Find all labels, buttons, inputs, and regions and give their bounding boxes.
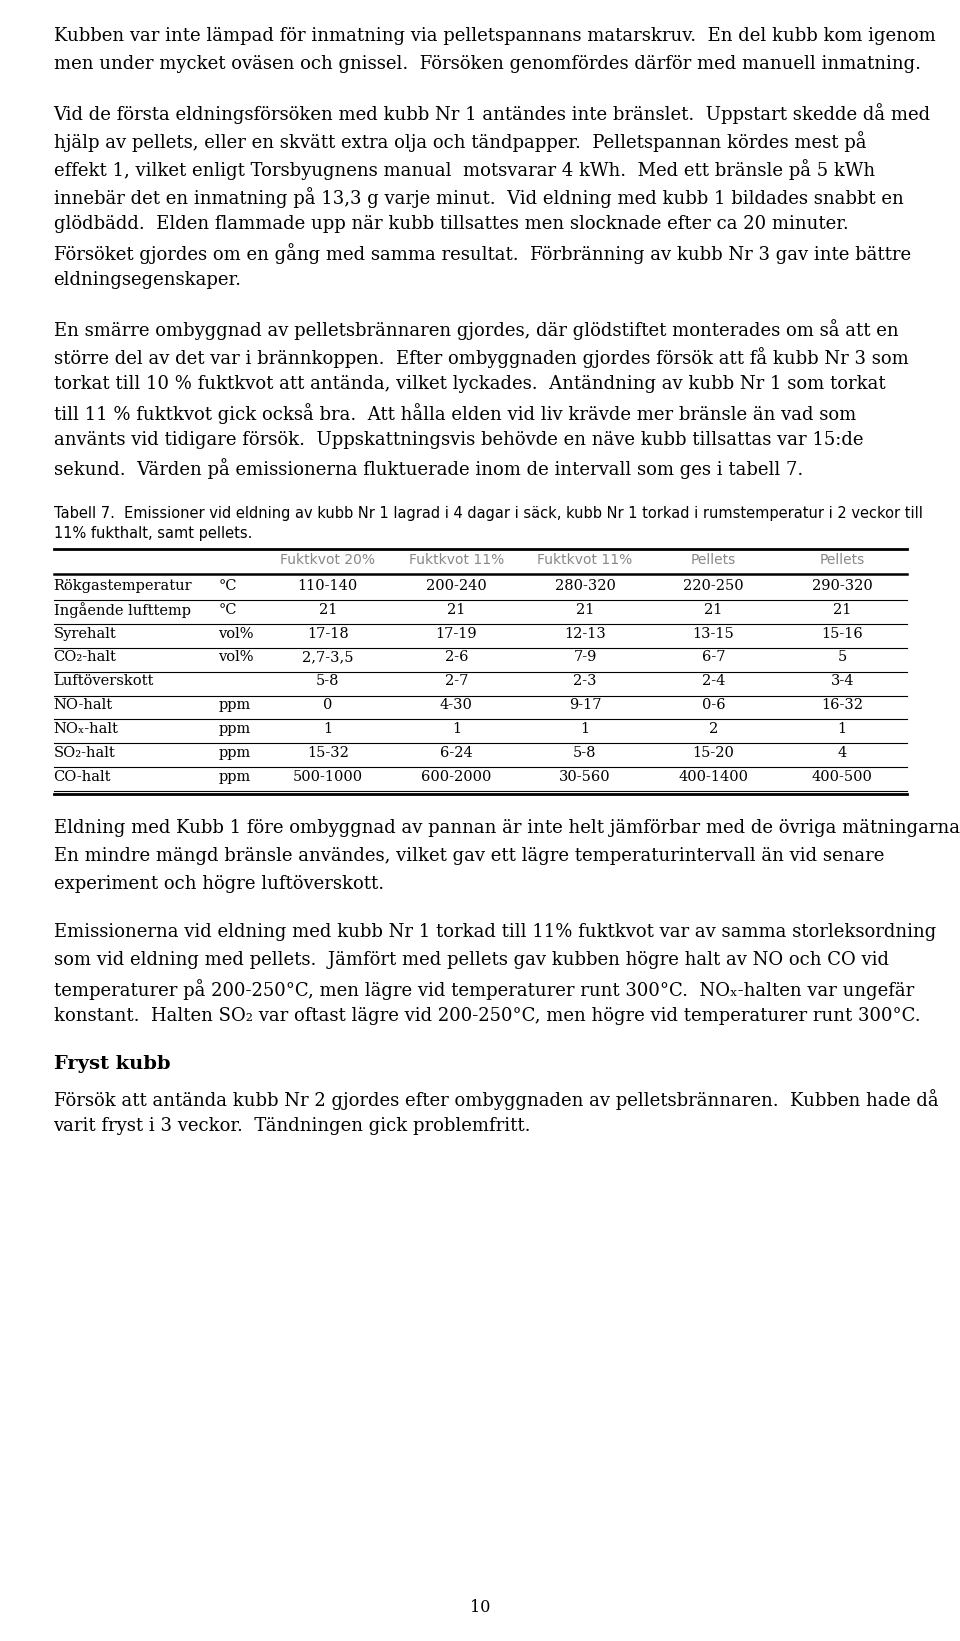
Text: glödbädd.  Elden flammade upp när kubb tillsattes men slocknade efter ca 20 minu: glödbädd. Elden flammade upp när kubb ti…: [54, 215, 849, 233]
Text: 6-7: 6-7: [702, 650, 726, 665]
Text: 400-1400: 400-1400: [679, 770, 749, 784]
Text: °C: °C: [219, 602, 237, 617]
Text: 2-7: 2-7: [444, 674, 468, 688]
Text: °C: °C: [219, 579, 237, 592]
Text: Emissionerna vid eldning med kubb Nr 1 torkad till 11% fuktkvot var av samma sto: Emissionerna vid eldning med kubb Nr 1 t…: [54, 924, 936, 940]
Text: använts vid tidigare försök.  Uppskattningsvis behövde en näve kubb tillsattas v: använts vid tidigare försök. Uppskattnin…: [54, 430, 863, 448]
Text: ppm: ppm: [219, 699, 251, 712]
Text: 21: 21: [447, 602, 466, 617]
Text: 30-560: 30-560: [559, 770, 611, 784]
Text: eldningsegenskaper.: eldningsegenskaper.: [54, 271, 242, 289]
Text: Fuktkvot 11%: Fuktkvot 11%: [409, 553, 504, 566]
Text: men under mycket oväsen och gnissel.  Försöken genomfördes därför med manuell in: men under mycket oväsen och gnissel. För…: [54, 56, 921, 72]
Text: 15-20: 15-20: [693, 747, 734, 760]
Text: 21: 21: [576, 602, 594, 617]
Text: Rökgastemperatur: Rökgastemperatur: [54, 579, 192, 592]
Text: torkat till 10 % fuktkvot att antända, vilket lyckades.  Antändning av kubb Nr 1: torkat till 10 % fuktkvot att antända, v…: [54, 374, 885, 392]
Text: 16-32: 16-32: [821, 699, 863, 712]
Text: Pellets: Pellets: [691, 553, 736, 566]
Text: 15-16: 15-16: [822, 627, 863, 640]
Text: 7-9: 7-9: [573, 650, 597, 665]
Text: Fryst kubb: Fryst kubb: [54, 1055, 170, 1073]
Text: 280-320: 280-320: [555, 579, 615, 592]
Text: som vid eldning med pellets.  Jämfört med pellets gav kubben högre halt av NO oc: som vid eldning med pellets. Jämfört med…: [54, 952, 889, 970]
Text: 5-8: 5-8: [573, 747, 597, 760]
Text: vol%: vol%: [219, 627, 254, 640]
Text: 2-6: 2-6: [444, 650, 468, 665]
Text: 2,7-3,5: 2,7-3,5: [302, 650, 353, 665]
Text: Försök att antända kubb Nr 2 gjordes efter ombyggnaden av pelletsbrännaren.  Kub: Försök att antända kubb Nr 2 gjordes eft…: [54, 1088, 938, 1109]
Text: ppm: ppm: [219, 722, 251, 737]
Text: 5-8: 5-8: [316, 674, 340, 688]
Text: Syrehalt: Syrehalt: [54, 627, 116, 640]
Text: Vid de första eldningsförsöken med kubb Nr 1 antändes inte bränslet.  Uppstart s: Vid de första eldningsförsöken med kubb …: [54, 103, 930, 123]
Text: Tabell 7.  Emissioner vid eldning av kubb Nr 1 lagrad i 4 dagar i säck, kubb Nr : Tabell 7. Emissioner vid eldning av kubb…: [54, 507, 923, 522]
Text: Fuktkvot 11%: Fuktkvot 11%: [538, 553, 633, 566]
Text: 200-240: 200-240: [426, 579, 487, 592]
Text: En mindre mängd bränsle användes, vilket gav ett lägre temperaturintervall än vi: En mindre mängd bränsle användes, vilket…: [54, 847, 884, 865]
Text: 4: 4: [837, 747, 847, 760]
Text: 17-19: 17-19: [436, 627, 477, 640]
Text: CO-halt: CO-halt: [54, 770, 111, 784]
Text: 1: 1: [838, 722, 847, 737]
Text: större del av det var i brännkoppen.  Efter ombyggnaden gjordes försök att få ku: större del av det var i brännkoppen. Eft…: [54, 346, 908, 368]
Text: 17-18: 17-18: [307, 627, 348, 640]
Text: 500-1000: 500-1000: [293, 770, 363, 784]
Text: 21: 21: [319, 602, 337, 617]
Text: Försöket gjordes om en gång med samma resultat.  Förbränning av kubb Nr 3 gav in: Försöket gjordes om en gång med samma re…: [54, 243, 911, 264]
Text: NOₓ-halt: NOₓ-halt: [54, 722, 118, 737]
Text: Ingående lufttemp: Ingående lufttemp: [54, 602, 190, 619]
Text: vol%: vol%: [219, 650, 254, 665]
Text: 2-3: 2-3: [573, 674, 597, 688]
Text: Kubben var inte lämpad för inmatning via pelletspannans matarskruv.  En del kubb: Kubben var inte lämpad för inmatning via…: [54, 26, 935, 44]
Text: 5: 5: [837, 650, 847, 665]
Text: 110-140: 110-140: [298, 579, 358, 592]
Text: 1: 1: [324, 722, 332, 737]
Text: Fuktkvot 20%: Fuktkvot 20%: [280, 553, 375, 566]
Text: 600-2000: 600-2000: [421, 770, 492, 784]
Text: 4-30: 4-30: [440, 699, 473, 712]
Text: konstant.  Halten SO₂ var oftast lägre vid 200-250°C, men högre vid temperaturer: konstant. Halten SO₂ var oftast lägre vi…: [54, 1008, 920, 1026]
Text: temperaturer på 200-250°C, men lägre vid temperaturer runt 300°C.  NOₓ-halten va: temperaturer på 200-250°C, men lägre vid…: [54, 980, 914, 999]
Text: 2: 2: [709, 722, 718, 737]
Text: effekt 1, vilket enligt Torsbyugnens manual  motsvarar 4 kWh.  Med ett bränsle p: effekt 1, vilket enligt Torsbyugnens man…: [54, 159, 875, 181]
Text: innebär det en inmatning på 13,3 g varje minut.  Vid eldning med kubb 1 bildades: innebär det en inmatning på 13,3 g varje…: [54, 187, 903, 208]
Text: 11% fukthalt, samt pellets.: 11% fukthalt, samt pellets.: [54, 527, 252, 542]
Text: 1: 1: [581, 722, 589, 737]
Text: SO₂-halt: SO₂-halt: [54, 747, 115, 760]
Text: 0: 0: [324, 699, 332, 712]
Text: 9-17: 9-17: [568, 699, 601, 712]
Text: 6-24: 6-24: [440, 747, 472, 760]
Text: 400-500: 400-500: [812, 770, 873, 784]
Text: Luftöverskott: Luftöverskott: [54, 674, 154, 688]
Text: 21: 21: [705, 602, 723, 617]
Text: experiment och högre luftöverskott.: experiment och högre luftöverskott.: [54, 875, 384, 893]
Text: 3-4: 3-4: [830, 674, 854, 688]
Text: En smärre ombyggnad av pelletsbrännaren gjordes, där glödstiftet monterades om s: En smärre ombyggnad av pelletsbrännaren …: [54, 318, 899, 340]
Text: 21: 21: [833, 602, 852, 617]
Text: hjälp av pellets, eller en skvätt extra olja och tändpapper.  Pelletspannan körd: hjälp av pellets, eller en skvätt extra …: [54, 131, 866, 151]
Text: varit fryst i 3 veckor.  Tändningen gick problemfritt.: varit fryst i 3 veckor. Tändningen gick …: [54, 1118, 531, 1136]
Text: 13-15: 13-15: [693, 627, 734, 640]
Text: 290-320: 290-320: [812, 579, 873, 592]
Text: 220-250: 220-250: [684, 579, 744, 592]
Text: 10: 10: [469, 1598, 491, 1616]
Text: NO-halt: NO-halt: [54, 699, 112, 712]
Text: 12-13: 12-13: [564, 627, 606, 640]
Text: sekund.  Värden på emissionerna fluktuerade inom de intervall som ges i tabell 7: sekund. Värden på emissionerna fluktuera…: [54, 458, 803, 479]
Text: 15-32: 15-32: [307, 747, 348, 760]
Text: Pellets: Pellets: [820, 553, 865, 566]
Text: till 11 % fuktkvot gick också bra.  Att hålla elden vid liv krävde mer bränsle ä: till 11 % fuktkvot gick också bra. Att h…: [54, 402, 855, 423]
Text: ppm: ppm: [219, 747, 251, 760]
Text: Eldning med Kubb 1 före ombyggnad av pannan är inte helt jämförbar med de övriga: Eldning med Kubb 1 före ombyggnad av pan…: [54, 819, 960, 837]
Text: ppm: ppm: [219, 770, 251, 784]
Text: 1: 1: [452, 722, 461, 737]
Text: 0-6: 0-6: [702, 699, 726, 712]
Text: CO₂-halt: CO₂-halt: [54, 650, 116, 665]
Text: 2-4: 2-4: [702, 674, 726, 688]
